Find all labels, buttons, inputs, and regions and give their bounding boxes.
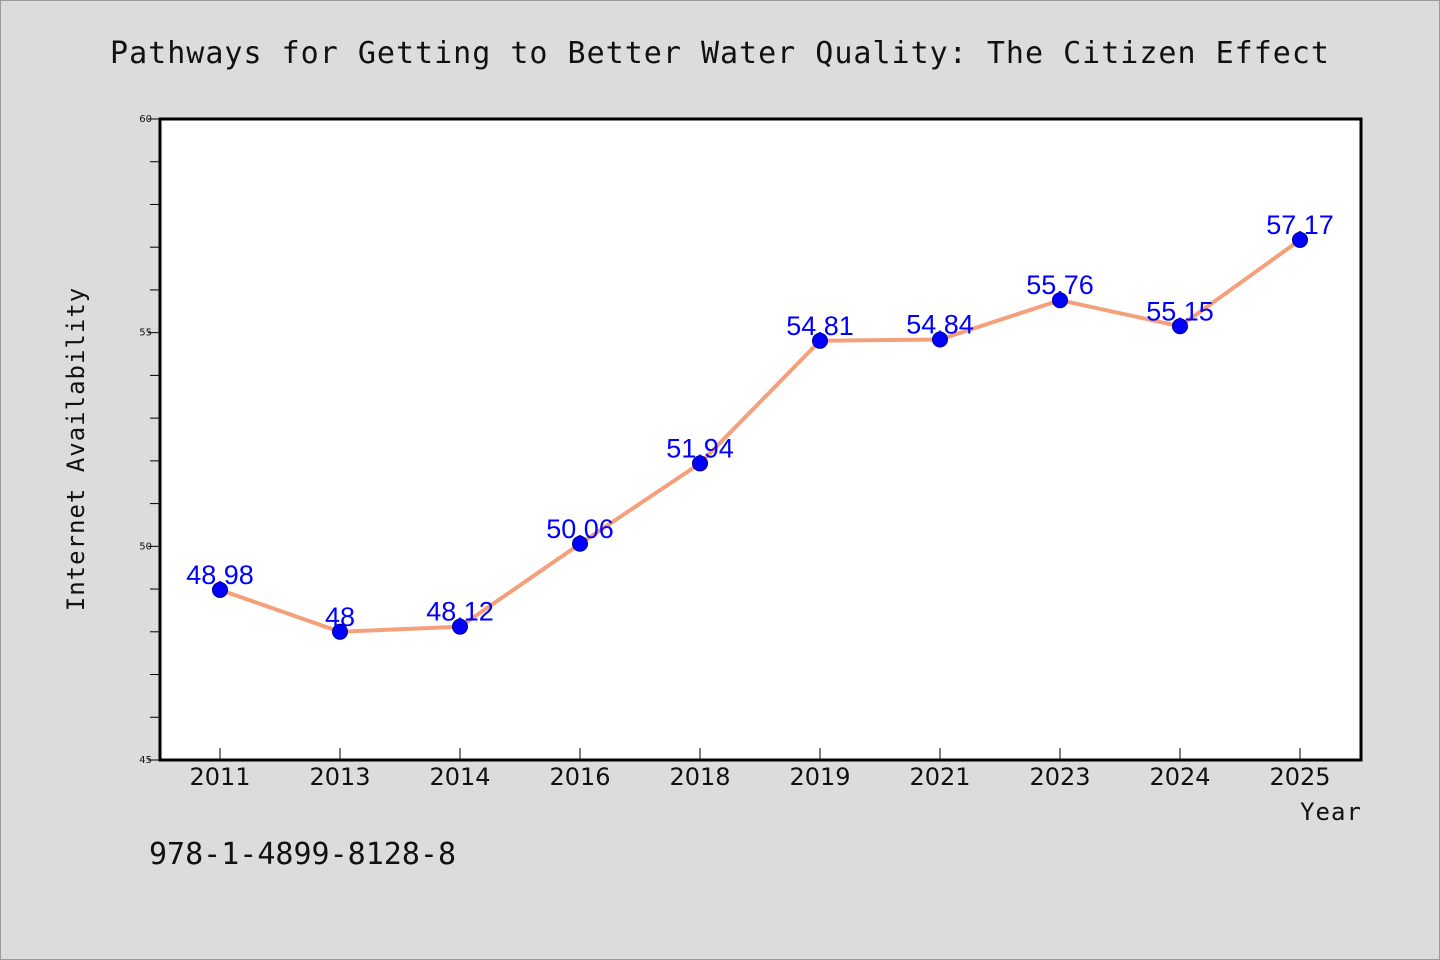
data-point-marker [212,581,228,598]
y-tick-label: 45 [139,755,152,766]
data-labels: 48.98 48 48.12 50.06 51.94 54.81 54.84 55.76 55.… [186,210,1334,632]
data-point-marker [1172,318,1188,335]
data-point-marker [812,332,828,349]
data-label: 51.94 [666,433,734,463]
data-label: 57.17 [1266,210,1334,240]
data-label: 55.76 [1026,270,1094,300]
y-tick-label: 60 [139,114,152,125]
data-point-marker [332,623,348,640]
x-tick-label: 2025 [1269,763,1330,791]
x-axis-ticks: 2011 2013 2014 2016 2018 2019 2021 2023 2024 2025 [189,748,1331,791]
data-label: 54.81 [786,311,854,341]
data-label: 48 [325,602,355,632]
y-tick-label: 50 [139,541,152,552]
data-label: 48.12 [426,597,494,627]
series-line [219,238,1302,634]
y-tick-label: 55 [139,328,152,339]
data-label: 55.15 [1146,296,1214,326]
x-tick-label: 2018 [669,763,730,791]
x-tick-label: 2023 [1029,763,1090,791]
data-point-marker [572,535,588,552]
plot-area [158,117,1363,762]
x-tick-label: 2011 [189,763,250,791]
chart-title: Pathways for Getting to Better Water Qua… [110,36,1330,71]
y-axis-label: Internet Availability [62,287,90,611]
data-point-marker [1292,231,1308,248]
data-point-marker [1052,292,1068,309]
y-axis-ticks: 45 50 55 60 [139,114,160,766]
data-point-marker [452,618,468,635]
x-tick-label: 2019 [789,763,850,791]
x-tick-label: 2014 [429,763,490,791]
data-point-marker [932,331,948,348]
isbn-text: 978-1-4899-8128-8 [149,837,456,872]
x-tick-label: 2013 [309,763,370,791]
data-point-marker [692,455,708,472]
x-tick-label: 2016 [549,763,610,791]
x-tick-label: 2024 [1149,763,1210,791]
data-label: 54.84 [906,310,974,340]
x-axis-label: Year [1300,798,1362,826]
series-markers [212,231,1308,640]
data-label: 50.06 [546,514,614,544]
data-label: 48.98 [186,560,254,590]
x-tick-label: 2021 [909,763,970,791]
